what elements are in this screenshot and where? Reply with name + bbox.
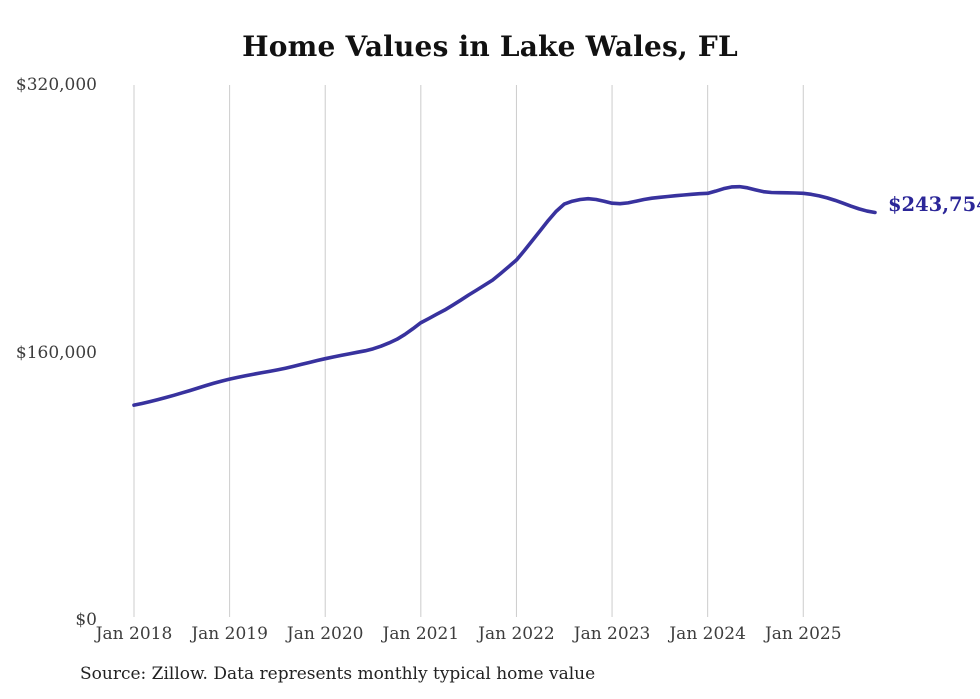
x-axis-label: Jan 2022 (478, 624, 555, 644)
page-title: Home Values in Lake Wales, FL (242, 30, 738, 63)
x-axis-label: Jan 2025 (764, 624, 842, 644)
y-axis-label: $160,000 (15, 342, 97, 363)
x-axis-label: Jan 2021 (382, 624, 460, 644)
x-axis-label: Jan 2018 (95, 624, 173, 644)
x-axis-label: Jan 2023 (573, 624, 651, 644)
source-note: Source: Zillow. Data represents monthly … (80, 664, 596, 684)
x-axis-label: Jan 2020 (286, 624, 364, 644)
gridline-group (133, 85, 804, 617)
current-value-label: $243,754 (887, 193, 980, 217)
home-value-line (132, 184, 877, 407)
y-axis-label: $320,000 (15, 75, 97, 95)
y-axis-label: $0 (75, 610, 97, 630)
x-axis-label: Jan 2024 (669, 624, 746, 644)
x-axis-label: Jan 2019 (191, 624, 268, 644)
